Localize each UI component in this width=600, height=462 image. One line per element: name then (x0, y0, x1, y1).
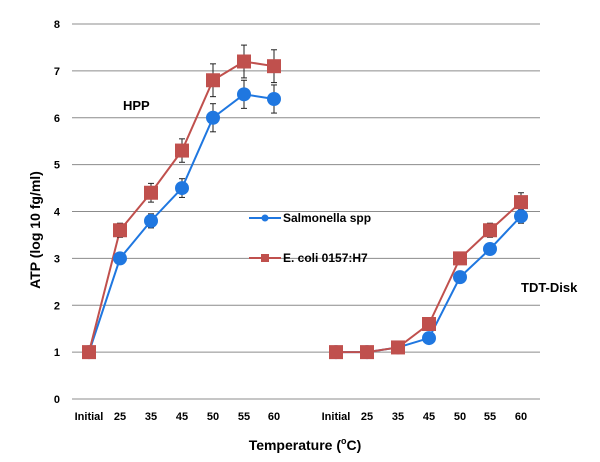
data-point (391, 340, 405, 355)
data-point (483, 242, 497, 256)
y-tick-label: 5 (54, 160, 60, 172)
series-line (88, 93, 275, 353)
x-tick-label: Initial (75, 411, 104, 423)
data-point (206, 110, 220, 125)
legend-item-ecoli: E. coli 0157:H7 (249, 251, 368, 265)
data-point (113, 223, 127, 238)
x-axis-title-main: Temperature ( (249, 437, 342, 453)
y-axis-title: ATP (log 10 fg/ml) (27, 171, 43, 289)
legend-marker-salmonella (261, 214, 269, 222)
data-point (206, 73, 220, 88)
y-tick-label: 0 (54, 394, 60, 406)
y-tick-labels: 0 1 2 3 4 5 6 7 8 (54, 19, 61, 406)
data-point (267, 59, 281, 74)
x-tick-label: Initial (322, 411, 351, 423)
data-point (113, 251, 127, 266)
x-tick-label: 45 (176, 411, 188, 423)
x-tick-label: 35 (145, 411, 157, 423)
x-tick-labels: Initial 25 35 45 50 55 60 Initial 25 35 45 50 55 60 (75, 411, 527, 423)
x-tick-label: 55 (238, 411, 250, 423)
x-tick-label: 35 (392, 411, 404, 423)
y-tick-label: 3 (54, 253, 60, 265)
annotation-hpp: HPP (123, 98, 150, 113)
data-point (514, 195, 528, 210)
data-point (360, 345, 374, 360)
x-tick-label: 45 (423, 411, 435, 423)
legend: Salmonella spp E. coli 0157:H7 (249, 211, 371, 265)
data-series (82, 44, 528, 360)
x-axis-title: Temperature (oC) (249, 436, 362, 453)
x-tick-label: 50 (454, 411, 466, 423)
x-tick-label: 25 (361, 411, 373, 423)
legend-label-ecoli: E. coli 0157:H7 (283, 251, 368, 265)
annotation-tdt-disk: TDT-Disk (521, 280, 578, 295)
data-point (175, 181, 189, 196)
x-tick-label: 25 (114, 411, 126, 423)
x-axis-title-tail: C) (347, 437, 362, 453)
legend-marker-ecoli (261, 254, 269, 262)
data-point (514, 209, 528, 224)
gridlines (72, 23, 540, 400)
data-point (422, 317, 436, 331)
x-tick-label: 55 (484, 411, 496, 423)
x-tick-label: 60 (268, 411, 280, 423)
x-tick-label: 50 (207, 411, 219, 423)
y-tick-label: 7 (54, 66, 60, 78)
data-point (175, 143, 189, 158)
data-point (453, 270, 467, 285)
data-point (144, 185, 158, 200)
y-tick-label: 6 (54, 113, 60, 125)
legend-item-salmonella: Salmonella spp (249, 211, 371, 225)
data-point (422, 331, 436, 346)
data-point (267, 92, 281, 106)
data-point (483, 223, 497, 238)
data-point (237, 87, 251, 102)
y-tick-label: 8 (54, 19, 60, 31)
y-tick-label: 1 (54, 347, 60, 359)
x-axis-title-sup: o (341, 436, 347, 446)
data-point (144, 213, 158, 228)
data-point (329, 345, 343, 360)
y-tick-label: 4 (54, 207, 61, 219)
data-point (82, 345, 96, 360)
data-point (237, 54, 251, 69)
y-tick-label: 2 (54, 300, 60, 312)
legend-label-salmonella: Salmonella spp (283, 211, 371, 225)
data-point (453, 251, 467, 266)
series-line (88, 60, 275, 353)
x-tick-label: 60 (515, 411, 527, 423)
